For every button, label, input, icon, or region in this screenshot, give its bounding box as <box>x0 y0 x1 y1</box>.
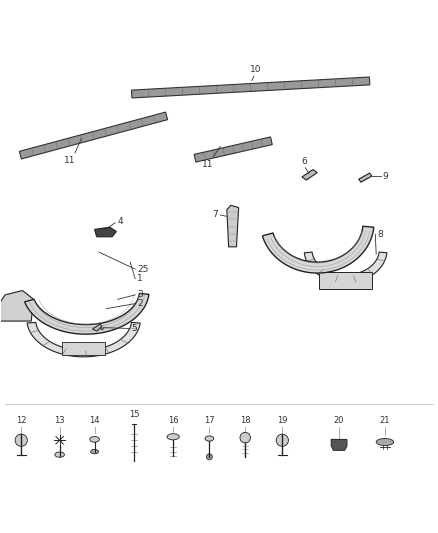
Text: 3: 3 <box>138 290 143 300</box>
Polygon shape <box>0 290 33 321</box>
Circle shape <box>206 454 212 460</box>
Polygon shape <box>227 205 239 247</box>
Circle shape <box>15 434 27 446</box>
Polygon shape <box>95 227 117 237</box>
Ellipse shape <box>167 434 179 440</box>
Polygon shape <box>359 173 372 182</box>
Polygon shape <box>131 77 370 98</box>
Polygon shape <box>262 227 374 273</box>
Text: 25: 25 <box>138 264 149 273</box>
Polygon shape <box>302 169 317 180</box>
Polygon shape <box>331 439 347 450</box>
FancyBboxPatch shape <box>62 342 106 354</box>
Polygon shape <box>27 322 140 357</box>
Text: 17: 17 <box>204 416 215 425</box>
Text: 13: 13 <box>54 416 65 425</box>
Polygon shape <box>19 112 168 159</box>
Ellipse shape <box>205 436 214 441</box>
Text: 10: 10 <box>251 66 262 75</box>
Text: 8: 8 <box>378 230 383 239</box>
Text: 9: 9 <box>383 172 389 181</box>
Text: 11: 11 <box>202 159 214 168</box>
Text: 12: 12 <box>16 416 26 425</box>
Text: 1: 1 <box>138 274 143 283</box>
FancyBboxPatch shape <box>319 272 372 289</box>
Text: 15: 15 <box>129 410 139 419</box>
Text: 16: 16 <box>168 416 178 425</box>
Polygon shape <box>194 137 272 162</box>
Text: 4: 4 <box>118 216 124 225</box>
Ellipse shape <box>376 439 394 446</box>
Text: 20: 20 <box>334 416 344 425</box>
Text: 18: 18 <box>240 416 251 425</box>
Circle shape <box>240 432 251 443</box>
Text: 5: 5 <box>132 324 138 333</box>
Ellipse shape <box>55 452 64 457</box>
Text: 7: 7 <box>212 209 218 219</box>
Ellipse shape <box>90 437 99 442</box>
Text: 2: 2 <box>138 299 143 308</box>
Text: 6: 6 <box>301 157 307 166</box>
Ellipse shape <box>91 449 99 454</box>
Text: 21: 21 <box>380 416 390 425</box>
Circle shape <box>276 434 288 446</box>
Text: 11: 11 <box>64 157 75 165</box>
Polygon shape <box>25 294 149 334</box>
Polygon shape <box>304 252 387 282</box>
Polygon shape <box>92 324 102 331</box>
Text: 14: 14 <box>89 416 100 425</box>
Text: 19: 19 <box>277 416 288 425</box>
